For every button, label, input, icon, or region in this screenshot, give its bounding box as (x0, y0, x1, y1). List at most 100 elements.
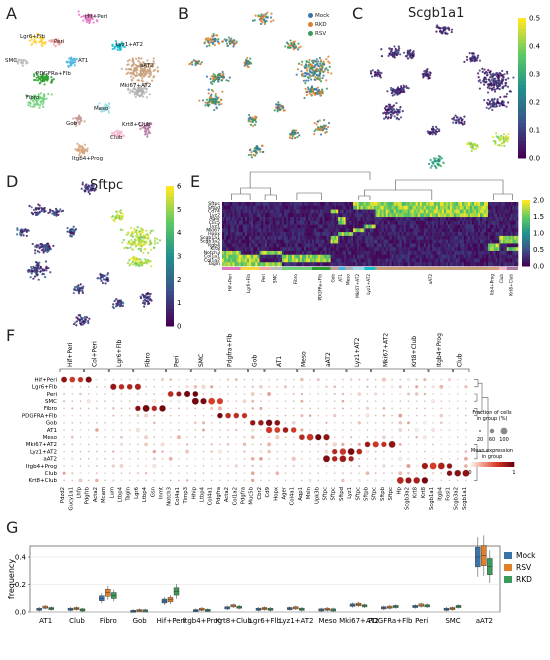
heatmap-cluster-label: Mki67+AT2 (355, 274, 360, 298)
dotplot-gene-label: Sftpc (372, 487, 378, 501)
heatmap-group-bar (375, 267, 489, 270)
heatmap-cluster-label: Fibro (293, 274, 298, 285)
size-legend-title: Fraction of cells (472, 410, 512, 416)
panel-letter-c: C (352, 4, 364, 23)
heatmap-cluster-label: Krt8+Club (508, 274, 513, 296)
dotplot-row-label: Hif+Peri (34, 377, 57, 383)
dotplot-group-label: Meso (301, 351, 308, 367)
size-legend-dot (478, 429, 482, 433)
dotplot-gene-label: Scgb3a2 (405, 487, 411, 510)
boxplot-legend-label: Mock (516, 551, 536, 560)
panel-letter-f: F (6, 326, 16, 345)
dotplot-gene-label: Krt8 (413, 486, 419, 498)
dotplot-gene-label: Fosl1 (446, 487, 452, 501)
colorbar-tick: 0.5 (533, 246, 544, 254)
dotplot-row-label: Fibro (44, 406, 58, 412)
colorbar-tick: 0.0 (533, 263, 544, 271)
dotplot-gene-label: Muc5b (249, 486, 255, 504)
panel-letter-a: A (6, 4, 17, 23)
colorbar-tick: 0 (177, 323, 181, 331)
dotplot-gene-label: Sftpc (331, 487, 337, 501)
dotplot-gene-label: Sftpd (339, 487, 345, 501)
dotplot-group-label: Hif+Peri (67, 342, 74, 367)
heatmap-gene-label: Cd74 (208, 209, 220, 215)
dotplot-row-label: Lyz1+AT2 (30, 449, 57, 455)
colorbar-tick: 4 (177, 229, 182, 237)
cluster-label: PDGFRa+Flb (36, 71, 71, 77)
cluster-label: Itgb4+Prog (72, 156, 104, 162)
colorbar-tick: 1 (177, 299, 181, 307)
dotplot-gene-label: Sftpb (380, 486, 386, 501)
heatmap-gene-label: Tagln (207, 261, 220, 267)
color-legend-tick: 1 (512, 470, 515, 476)
dotplot-gene-label: Pdzd2 (60, 487, 66, 503)
marker-heatmap: SftpcSftpdCd74Lyz2AgerClic5Lyz1Mki67Hopx… (200, 171, 544, 301)
heatmap-cluster-label: Club (499, 274, 504, 284)
heatmap-group-bar (330, 267, 339, 270)
cluster-label: Hif+Peri (85, 14, 108, 20)
heatmap-group-bar (222, 267, 241, 270)
boxplot-category-label: Fibro (100, 617, 117, 625)
heatmap-group-bar (345, 267, 354, 270)
dotplot-gene-label: Lyz1 (347, 487, 353, 499)
dotplot-gene-label: Acta2 (93, 487, 99, 502)
dotplot-group-label: Club (456, 353, 463, 367)
dotplot-gene-label: Col4a1 (175, 487, 181, 505)
dotplot-gene-label: Sftpc (323, 487, 329, 501)
heatmap-gene-label: Clic5 (209, 220, 220, 226)
legend-item-mock: Mock (308, 13, 329, 19)
colorbar-tick: 2 (177, 276, 181, 284)
heatmap-gene-label: Hopx (208, 231, 220, 237)
colorbar-gradient (166, 186, 174, 327)
dotplot-group-label: SMC (198, 354, 205, 367)
color-legend-title: in group (482, 454, 503, 460)
dotplot-gene-label: Cd9 (265, 487, 271, 497)
dotplot-gene-label: Hopx (273, 487, 279, 501)
boxplot-legend-label: RSV (516, 563, 532, 572)
heatmap-gene-label: Mki67 (206, 227, 220, 233)
colorbar-tick: 6 (177, 183, 182, 191)
heatmap-gene-label: Krt8 (210, 246, 220, 252)
boxplot-frame (29, 545, 501, 613)
color-legend-gradient (470, 462, 515, 467)
dotplot-gene-label: Pdgfra (216, 487, 222, 504)
dotplot-gene-label: Krt8 (421, 486, 427, 498)
dotplot-gene-label: Col1a2 (232, 487, 238, 505)
boxplot-ytick: 0.0 (15, 609, 26, 617)
dotplot-gene-label: Lgr6 (134, 486, 140, 498)
colorbar-tick: 0.0 (529, 155, 540, 163)
cluster-label: Club (110, 135, 123, 141)
legend-item-rkd: RKD (308, 22, 327, 28)
heatmap-group-bar (499, 267, 507, 270)
colorbar-tick: 1.5 (533, 213, 544, 221)
heatmap-cluster-label: Lyz1+AT2 (366, 274, 371, 295)
heatmap-cluster-label: Gob (330, 274, 335, 283)
sftpc-title: Sftpc (90, 178, 124, 193)
color-legend-tick: 0 (468, 470, 471, 476)
boxplot-category-label: Hif+Peri (157, 617, 186, 625)
heatmap-cells (222, 202, 519, 267)
dotplot-gene-label: Sftpc (355, 487, 361, 501)
dotplot-group-label: Lgr6+Flb (116, 339, 123, 367)
dotplot-group-label: Lyz1+AT2 (354, 337, 361, 367)
cluster-label: SMC (5, 58, 18, 64)
dotplot-gene-label: Ltbp4 (200, 486, 206, 502)
heatmap-cluster-label: PDGFRa+Flb (317, 274, 322, 301)
dotplot-gene-label: Ager (282, 486, 288, 499)
dotplot-group-label: Itgb4+Prog (436, 333, 443, 367)
dotplot-gene-label: Msln (306, 487, 312, 499)
umap-clusters-plot (14, 10, 159, 158)
dotplot-gene-label: Tagln (126, 487, 132, 502)
dotplot-gene-label: Pdgfrb (85, 486, 91, 504)
boxplot-category-label: Mki67+AT2 (339, 617, 379, 625)
cluster-label: Lgr6+Flb (20, 34, 46, 40)
size-legend-dot (489, 428, 495, 434)
boxplot-ytick: 0.2 (15, 581, 26, 589)
dotplot-group-label: Peri (173, 355, 180, 367)
heatmap-gene-label: Scgb1a1 (200, 235, 220, 241)
cluster-label: Meso (94, 106, 109, 112)
heatmap-gene-label: Scgb3a2 (200, 239, 220, 245)
colorbar-tick: 0.3 (529, 71, 540, 79)
dotplot-row-label: SMC (45, 399, 57, 405)
heatmap-gene-label: Sftpc (208, 201, 220, 207)
